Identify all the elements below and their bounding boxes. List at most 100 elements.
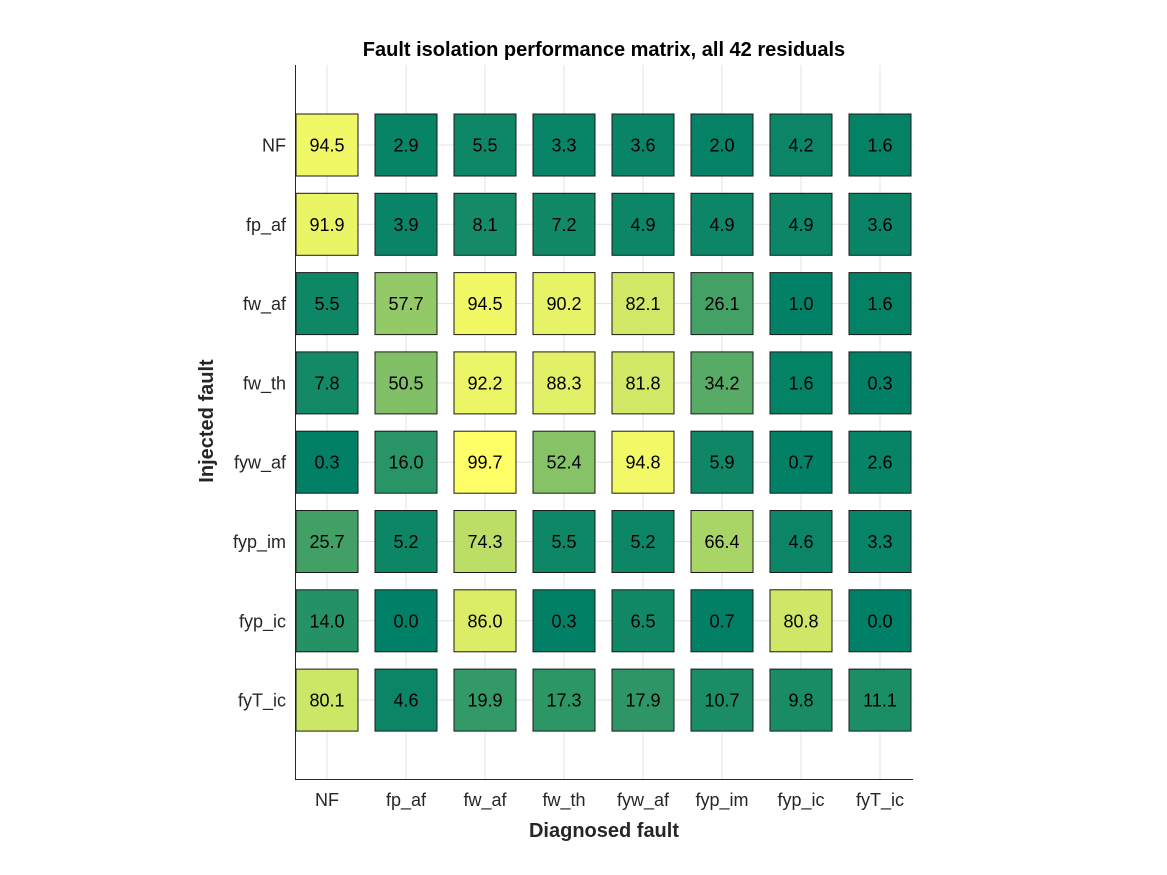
chart-title: Fault isolation performance matrix, all … <box>363 39 845 61</box>
cell-value-label: 9.8 <box>788 691 813 711</box>
heatmap-cell <box>295 272 359 336</box>
heatmap-cell <box>532 192 596 256</box>
cell-value-label: 0.7 <box>709 611 734 631</box>
heatmap-cell <box>611 430 675 494</box>
y-tick-label: NF <box>262 136 286 156</box>
cell-value-label: 86.0 <box>467 611 502 631</box>
cell-value-label: 80.1 <box>309 691 344 711</box>
y-tick-label: fyp_im <box>233 532 286 553</box>
x-tick-label: fyT_ic <box>856 790 904 811</box>
x-tick-label: NF <box>315 790 339 810</box>
y-tick-labels: NF fp_af fw_af fw_th fyw_af fyp_im fyp_ic fyT_i… <box>233 136 287 712</box>
heatmap-cell <box>374 430 438 494</box>
heatmap-cell <box>453 668 517 732</box>
cell-value-label: 5.9 <box>709 453 734 473</box>
cell-value-label: 2.0 <box>709 136 734 156</box>
cell-value-label: 0.3 <box>867 373 892 393</box>
heatmap-cell <box>769 510 833 573</box>
x-tick-label: fyp_im <box>695 790 748 811</box>
y-tick-label: fp_af <box>246 215 287 236</box>
heatmap-cell <box>374 113 438 177</box>
cell-value-label: 17.3 <box>546 691 581 711</box>
heatmap-cell <box>374 589 438 653</box>
cell-value-label: 6.5 <box>630 611 655 631</box>
x-tick-label: fw_af <box>463 790 507 811</box>
x-axis-label: Diagnosed fault <box>529 820 679 842</box>
cell-value-label: 57.7 <box>388 294 423 314</box>
heatmap-cell <box>769 668 833 732</box>
cell-value-label: 1.6 <box>867 136 892 156</box>
heatmap-cell <box>690 510 754 573</box>
cell-value-label: 92.2 <box>467 373 502 393</box>
heatmap-cell <box>848 351 912 415</box>
cell-value-label: 0.3 <box>314 453 339 473</box>
x-tick-labels: NF fp_af fw_af fw_th fyw_af fyp_im fyp_ic fyT_i… <box>315 790 904 811</box>
heatmap-cell <box>690 430 754 494</box>
heatmap-cell <box>848 272 912 336</box>
cell-value-label: 99.7 <box>467 453 502 473</box>
y-tick-label: fyT_ic <box>238 691 286 712</box>
heatmap-cell <box>295 589 359 653</box>
heatmap-cell <box>453 351 517 415</box>
cell-value-label: 17.9 <box>625 691 660 711</box>
cell-value-label: 4.9 <box>788 215 813 235</box>
cell-value-label: 74.3 <box>467 532 502 552</box>
cell-value-label: 5.5 <box>472 136 497 156</box>
heatmap-cell <box>690 668 754 732</box>
heatmap-cell <box>611 192 675 256</box>
heatmap-cell <box>848 430 912 494</box>
heatmap-cell <box>295 113 359 177</box>
heatmap-cell <box>532 430 596 494</box>
cell-value-label: 5.5 <box>314 294 339 314</box>
heatmap-cell <box>690 113 754 177</box>
cell-value-label: 11.1 <box>863 691 897 711</box>
heatmap-cell <box>374 351 438 415</box>
heatmap-cell <box>453 272 517 336</box>
cell-value-label: 4.6 <box>788 532 813 552</box>
cell-value-label: 80.8 <box>783 611 818 631</box>
cell-value-label: 0.0 <box>867 611 892 631</box>
cell-value-label: 82.1 <box>625 294 660 314</box>
cell-value-label: 14.0 <box>309 611 344 631</box>
heatmap-cell <box>453 430 517 494</box>
heatmap-cell <box>374 510 438 573</box>
heatmap-cell <box>769 589 833 653</box>
cell-value-label: 25.7 <box>309 532 344 552</box>
heatmap-cell <box>690 272 754 336</box>
cell-value-label: 5.5 <box>551 532 576 552</box>
heatmap-cell <box>532 589 596 653</box>
cell-value-label: 8.1 <box>472 215 497 235</box>
cell-value-label: 2.6 <box>867 453 892 473</box>
cell-value-label: 0.0 <box>393 611 418 631</box>
cell-value-label: 1.6 <box>788 373 813 393</box>
heatmap-cell <box>848 668 912 732</box>
cell-value-label: 50.5 <box>388 373 423 393</box>
heatmap-cell <box>532 510 596 573</box>
y-tick-label: fw_af <box>243 294 287 315</box>
cell-value-label: 5.2 <box>630 532 655 552</box>
heatmap-cell <box>848 510 912 573</box>
heatmap-cell <box>848 589 912 653</box>
heatmap-cell <box>295 192 359 256</box>
heatmap-cell <box>690 589 754 653</box>
heatmap-cell <box>769 113 833 177</box>
cell-value-label: 66.4 <box>704 532 739 552</box>
cell-value-label: 0.7 <box>788 453 813 473</box>
heatmap-cell <box>769 430 833 494</box>
cell-value-label: 4.9 <box>709 215 734 235</box>
cell-value-label: 94.8 <box>625 453 660 473</box>
heatmap-cell <box>295 430 359 494</box>
heatmap-cell <box>532 351 596 415</box>
heatmap-cell <box>453 510 517 573</box>
cell-value-label: 81.8 <box>625 373 660 393</box>
cell-value-label: 1.6 <box>867 294 892 314</box>
cell-value-label: 4.9 <box>630 215 655 235</box>
heatmap-cell <box>295 510 359 573</box>
heatmap-cell <box>769 351 833 415</box>
y-tick-label: fw_th <box>243 373 286 394</box>
cell-value-label: 7.8 <box>314 373 339 393</box>
cell-value-label: 26.1 <box>704 294 739 314</box>
heatmap-cell <box>848 113 912 177</box>
x-tick-label: fyw_af <box>617 790 670 811</box>
cell-value-label: 94.5 <box>467 294 502 314</box>
